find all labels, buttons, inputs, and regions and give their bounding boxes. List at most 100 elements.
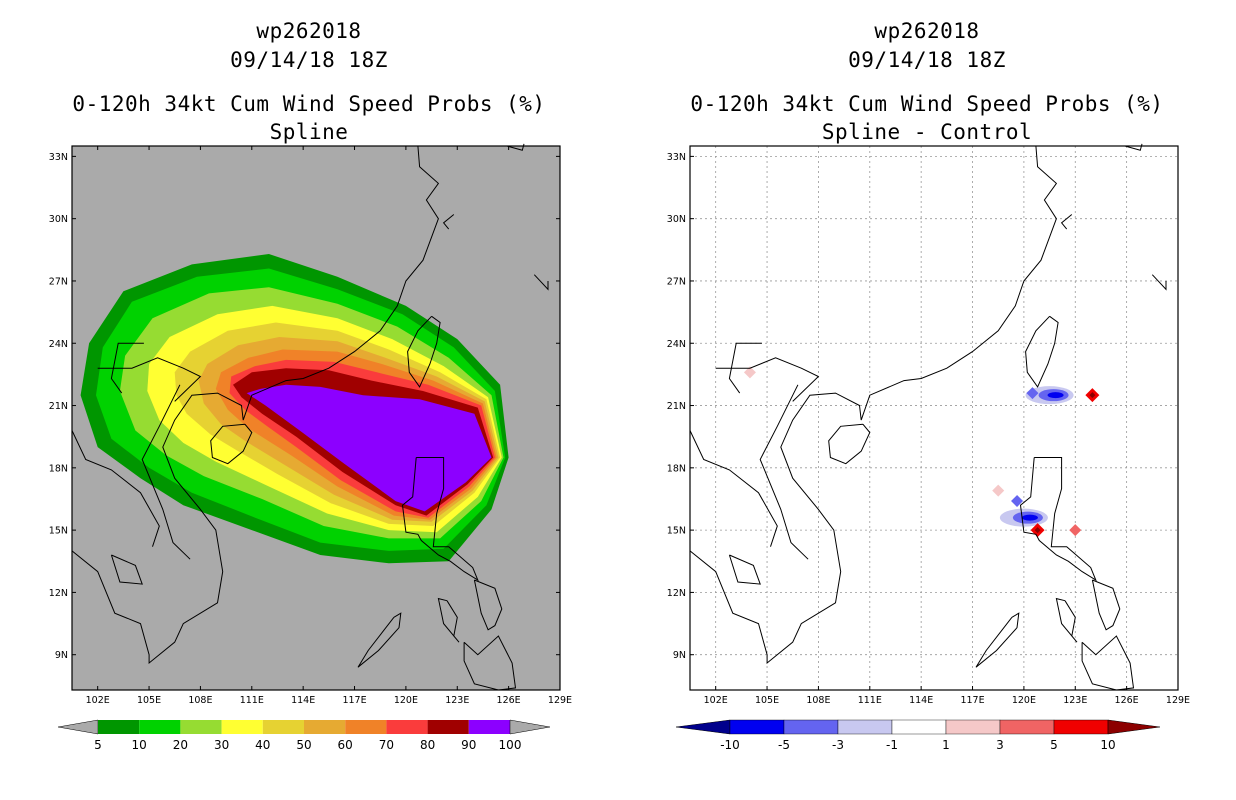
- x-tick-label: 126E: [1115, 695, 1139, 706]
- coastline: [407, 315, 441, 388]
- x-tick-label: 123E: [1063, 695, 1087, 706]
- coastline: [437, 597, 460, 643]
- x-tick-label: 111E: [240, 695, 264, 706]
- colorbar-segment: [891, 719, 947, 735]
- colorbar-segment: [468, 720, 510, 734]
- y-tick-label: 15N: [49, 526, 68, 537]
- coastline: [715, 357, 820, 402]
- coastline: [97, 357, 202, 402]
- colorbar-segment: [386, 720, 428, 734]
- y-tick-label: 24N: [667, 339, 686, 350]
- colorbar-segment: [262, 720, 304, 734]
- x-tick-label: 117E: [342, 695, 366, 706]
- colorbar-over-arrow: [509, 719, 551, 735]
- left-panel: wp262018 09/14/18 18Z 0-120h 34kt Cum Wi…: [49, 19, 572, 752]
- coastline: [1151, 274, 1167, 291]
- colorbar-segment: [837, 719, 893, 735]
- x-tick-label: 123E: [445, 695, 469, 706]
- colorbar-segment: [139, 720, 181, 734]
- coastline: [210, 423, 253, 465]
- y-tick-label: 27N: [49, 276, 68, 287]
- difference-feature: [1034, 527, 1041, 534]
- colorbar-label: 60: [338, 738, 353, 752]
- colorbar-under-arrow: [675, 719, 731, 735]
- prob-band-90: [246, 384, 492, 512]
- y-tick-label: 27N: [667, 276, 686, 287]
- coastline: [473, 579, 503, 631]
- colorbar-label: 1: [942, 738, 950, 752]
- x-tick-label: 114E: [291, 695, 315, 706]
- difference-feature: [1069, 524, 1082, 537]
- colorbar-label: 5: [1050, 738, 1058, 752]
- y-tick-label: 33N: [667, 152, 686, 163]
- y-tick-label: 21N: [667, 401, 686, 412]
- y-tick-label: 21N: [49, 401, 68, 412]
- colorbar-label: 10: [1100, 738, 1115, 752]
- coastline: [401, 457, 479, 582]
- y-tick-label: 9N: [55, 650, 68, 661]
- product-title: 0-120h 34kt Cum Wind Speed Probs (%): [690, 92, 1164, 116]
- colorbar-label: 3: [996, 738, 1004, 752]
- coastline: [1019, 457, 1097, 582]
- y-tick-label: 30N: [667, 214, 686, 225]
- colorbar-segment: [180, 720, 222, 734]
- coastline: [1091, 579, 1121, 631]
- date-time: 09/14/18 18Z: [848, 48, 1006, 72]
- x-tick-label: 120E: [1012, 695, 1036, 706]
- colorbar-segment: [304, 720, 346, 734]
- colorbar-label: 40: [255, 738, 270, 752]
- colorbar-segment: [999, 719, 1055, 735]
- colorbar-label: -1: [886, 738, 898, 752]
- difference-feature: [1047, 392, 1064, 399]
- y-tick-label: 18N: [667, 463, 686, 474]
- y-tick-label: 12N: [667, 588, 686, 599]
- coastline: [442, 214, 455, 230]
- y-tick-label: 9N: [673, 650, 686, 661]
- right-panel: wp262018 09/14/18 18Z 0-120h 34kt Cum Wi…: [618, 0, 1236, 800]
- difference-feature: [1026, 387, 1039, 400]
- coastline: [71, 430, 160, 547]
- colorbar-label: 30: [214, 738, 229, 752]
- x-tick-label: 114E: [909, 695, 933, 706]
- coastline: [71, 145, 440, 665]
- x-tick-label: 129E: [548, 695, 572, 706]
- colorbar-label: -3: [832, 738, 844, 752]
- map-background: [690, 146, 1178, 690]
- coastline: [689, 430, 778, 547]
- coastline: [110, 342, 144, 394]
- colorbar-label: 10: [132, 738, 147, 752]
- colorbar-segment: [427, 720, 469, 734]
- colorbar-label: 5: [94, 738, 102, 752]
- colorbar-segment: [345, 720, 387, 734]
- probability-map: 102E 105E 108E 111E 114E 117E 120E 123E 126E 129E…: [49, 143, 572, 752]
- x-tick-label: 105E: [755, 695, 779, 706]
- x-tick-label: 105E: [137, 695, 161, 706]
- colorbar-label: 100: [499, 738, 522, 752]
- plot-frame: [71, 145, 561, 691]
- colorbar-label: -10: [720, 738, 740, 752]
- coastline: [728, 554, 761, 585]
- x-tick-label: 102E: [86, 695, 110, 706]
- y-tick-label: 30N: [49, 214, 68, 225]
- coastline: [1081, 635, 1135, 691]
- coastline: [1025, 315, 1059, 388]
- x-tick-label: 117E: [960, 695, 984, 706]
- storm-id: wp262018: [256, 19, 362, 43]
- y-tick-label: 15N: [667, 526, 686, 537]
- difference-map: 102E 105E 108E 111E 114E 117E 120E 123E 126E 129E…: [667, 143, 1190, 752]
- coastline: [141, 384, 191, 560]
- colorbar-segment: [945, 719, 1001, 735]
- x-tick-label: 129E: [1166, 695, 1190, 706]
- x-tick-label: 111E: [858, 695, 882, 706]
- difference-feature: [1021, 514, 1038, 521]
- colorbar-segment: [98, 720, 140, 734]
- difference-feature: [743, 366, 756, 379]
- x-tick-label: 108E: [806, 695, 830, 706]
- colorbar-over-arrow: [1107, 719, 1161, 735]
- coastline: [728, 342, 762, 394]
- product-title: 0-120h 34kt Cum Wind Speed Probs (%): [72, 92, 546, 116]
- difference-feature: [992, 484, 1005, 497]
- coastline: [828, 423, 871, 465]
- y-tick-label: 18N: [49, 463, 68, 474]
- colorbar-label: 50: [296, 738, 311, 752]
